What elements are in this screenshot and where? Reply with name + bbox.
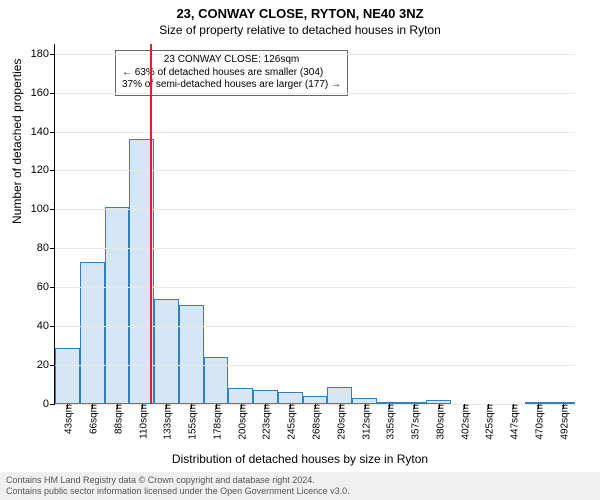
gridline — [55, 170, 575, 171]
histogram-bar — [303, 396, 328, 404]
gridline — [55, 365, 575, 366]
xtick-label: 88sqm — [109, 404, 124, 434]
xtick-label: 312sqm — [357, 404, 372, 440]
histogram-bar — [154, 299, 179, 404]
xtick-label: 66sqm — [85, 404, 100, 434]
ytick-label: 140 — [31, 126, 55, 138]
chart-title-sub: Size of property relative to detached ho… — [0, 21, 600, 41]
xtick-label: 43sqm — [60, 404, 75, 434]
gridline — [55, 132, 575, 133]
xtick-label: 110sqm — [134, 404, 149, 439]
ytick-label: 80 — [37, 242, 55, 254]
histogram-bar — [327, 387, 352, 405]
xtick-label: 245sqm — [283, 404, 298, 440]
xtick-label: 425sqm — [481, 404, 496, 440]
xtick-label: 357sqm — [407, 404, 422, 440]
ytick-label: 60 — [37, 281, 55, 293]
xtick-label: 402sqm — [456, 404, 471, 440]
footer-line2: Contains public sector information licen… — [6, 486, 594, 497]
ytick-label: 0 — [43, 398, 55, 410]
x-axis-label: Distribution of detached houses by size … — [0, 452, 600, 466]
histogram-bar — [179, 305, 204, 404]
ytick-label: 180 — [31, 48, 55, 60]
xtick-label: 470sqm — [530, 404, 545, 440]
ytick-label: 40 — [37, 320, 55, 332]
footer-line1: Contains HM Land Registry data © Crown c… — [6, 475, 594, 486]
gridline — [55, 287, 575, 288]
annotation-line2: ← 63% of detached houses are smaller (30… — [122, 67, 341, 80]
annotation-line3: 37% of semi-detached houses are larger (… — [122, 79, 341, 92]
gridline — [55, 209, 575, 210]
histogram-bar — [105, 207, 130, 404]
footer-attribution: Contains HM Land Registry data © Crown c… — [0, 472, 600, 500]
histogram-bar — [80, 262, 105, 404]
xtick-label: 380sqm — [431, 404, 446, 440]
xtick-label: 133sqm — [159, 404, 174, 440]
chart-plot-area: 23 CONWAY CLOSE: 126sqm ← 63% of detache… — [54, 44, 575, 405]
histogram-bar — [253, 390, 278, 404]
xtick-label: 335sqm — [382, 404, 397, 440]
xtick-label: 290sqm — [332, 404, 347, 440]
reference-line — [150, 44, 152, 404]
xtick-label: 268sqm — [308, 404, 323, 440]
gridline — [55, 93, 575, 94]
ytick-label: 160 — [31, 87, 55, 99]
chart-title-main: 23, CONWAY CLOSE, RYTON, NE40 3NZ — [0, 0, 600, 21]
gridline — [55, 326, 575, 327]
y-axis-label: Number of detached properties — [10, 59, 24, 224]
gridline — [55, 54, 575, 55]
xtick-label: 447sqm — [506, 404, 521, 440]
xtick-label: 223sqm — [258, 404, 273, 440]
xtick-label: 492sqm — [555, 404, 570, 440]
annotation-line1: 23 CONWAY CLOSE: 126sqm — [122, 54, 341, 67]
ytick-label: 120 — [31, 164, 55, 176]
histogram-bar — [55, 348, 80, 404]
bars-container — [55, 44, 575, 404]
histogram-bar — [228, 388, 253, 404]
ytick-label: 100 — [31, 203, 55, 215]
ytick-label: 20 — [37, 359, 55, 371]
xtick-label: 200sqm — [233, 404, 248, 440]
gridline — [55, 248, 575, 249]
xtick-label: 178sqm — [208, 404, 223, 440]
xtick-label: 155sqm — [184, 404, 199, 440]
histogram-bar — [278, 392, 303, 404]
